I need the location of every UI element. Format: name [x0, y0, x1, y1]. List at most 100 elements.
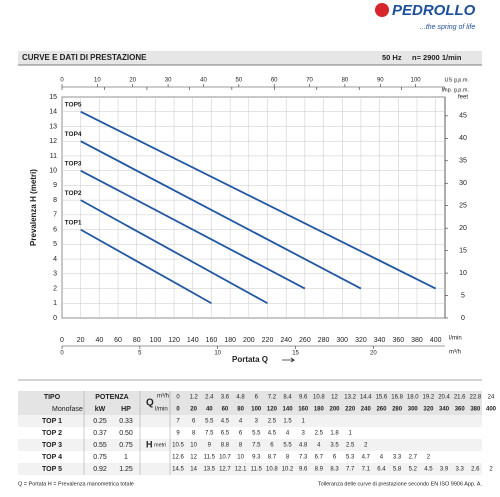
- title-bar: [18, 51, 482, 65]
- q-m3h: 4.8: [236, 395, 245, 401]
- head-value: 6: [192, 419, 196, 425]
- head-value: 3: [302, 431, 306, 437]
- q-m3h: 18.0: [407, 395, 419, 401]
- x3-tick-label: 10: [94, 78, 101, 84]
- curve-label: TOP1: [65, 219, 82, 226]
- head-value: 4: [380, 455, 384, 461]
- row-hp: 0.33: [119, 418, 133, 425]
- x3-tick-label: 70: [306, 78, 313, 84]
- head-value: 7: [176, 419, 180, 425]
- head-value: 4.7: [362, 455, 371, 461]
- x-unit: l/min: [449, 336, 462, 342]
- head-value: 6.4: [377, 467, 386, 473]
- head-value: 5.5: [283, 443, 292, 449]
- x-tick-label: 180: [224, 337, 236, 344]
- x-tick-label: 380: [411, 337, 423, 344]
- q-lmin: 100: [251, 407, 262, 413]
- x-tick-label: 400: [430, 337, 442, 344]
- q-m3h: 0: [176, 395, 180, 401]
- head-value: 4: [286, 431, 290, 437]
- footer-left: Q = Portata H = Prevalenza manometrica t…: [18, 481, 134, 487]
- q-lmin: 240: [361, 407, 372, 413]
- y2-tick-label: 20: [459, 225, 467, 232]
- th-potenza: POTENZA: [95, 394, 128, 401]
- x4-unit: Imp. g.p.m.: [441, 87, 469, 93]
- th-q-m3h: m³/h: [157, 394, 169, 400]
- row-hp: 0.50: [119, 430, 133, 437]
- x-tick-label: 40: [95, 337, 103, 344]
- y-tick-label: 12: [49, 138, 57, 145]
- head-value: 5.5: [205, 419, 214, 425]
- x2-tick-label: 20: [370, 351, 377, 357]
- q-m3h: 13.2: [344, 395, 356, 401]
- y-tick-label: 0: [53, 315, 57, 322]
- q-lmin: 380: [470, 407, 481, 413]
- curve-label: TOP3: [65, 160, 82, 167]
- row-name: TOP 3: [42, 442, 62, 449]
- y-tick-label: 11: [50, 153, 57, 160]
- logo-mark: [375, 3, 389, 17]
- th-tipo: TIPO: [44, 394, 61, 401]
- x-tick-label: 140: [187, 337, 199, 344]
- y-axis-title: Prevalenza H (metri): [29, 169, 38, 246]
- head-value: 3.5: [330, 443, 339, 449]
- x-tick-label: 120: [168, 337, 180, 344]
- x-tick-label: 60: [114, 337, 122, 344]
- q-m3h: 9.6: [299, 395, 308, 401]
- x-axis-title: Portata Q: [232, 355, 268, 364]
- q-m3h: 14.4: [360, 395, 372, 401]
- head-value: 12.7: [219, 467, 231, 473]
- head-value: 4.5: [221, 419, 230, 425]
- head-value: 7.5: [252, 443, 261, 449]
- q-m3h: 7.2: [268, 395, 277, 401]
- q-m3h: 19.2: [423, 395, 435, 401]
- th-hp: HP: [121, 406, 131, 413]
- th-q-lmin: l/min: [155, 407, 168, 413]
- head-value: 5.2: [409, 467, 418, 473]
- y-tick-label: 6: [53, 226, 57, 233]
- head-value: 8.3: [330, 467, 339, 473]
- head-value: 2: [489, 467, 493, 473]
- head-value: 7.7: [346, 467, 355, 473]
- head-value: 8.8: [221, 443, 230, 449]
- q-lmin: 160: [298, 407, 309, 413]
- head-value: 2.5: [315, 431, 324, 437]
- head-value: 10.5: [172, 443, 184, 449]
- q-lmin: 20: [190, 407, 197, 413]
- head-value: 12.6: [172, 455, 184, 461]
- head-value: 7.5: [205, 431, 214, 437]
- x-tick-label: 360: [392, 337, 404, 344]
- row-kw: 0.55: [93, 442, 107, 449]
- q-lmin: 200: [329, 407, 340, 413]
- footer-right: Tolleranza delle curve di prestazione se…: [318, 481, 483, 487]
- y2-tick-label: 35: [459, 158, 467, 165]
- speed: n= 2900 1/min: [412, 53, 462, 62]
- head-value: 2.5: [346, 443, 355, 449]
- head-value: 11.5: [204, 455, 216, 461]
- th-h-unit: metri: [154, 442, 166, 448]
- head-value: 14.5: [172, 467, 184, 473]
- row-name: TOP 5: [42, 466, 62, 473]
- q-lmin: 280: [392, 407, 403, 413]
- brand: PEDROLLO: [392, 2, 476, 19]
- head-value: 7.1: [362, 467, 371, 473]
- head-value: 9: [176, 431, 180, 437]
- x2-tick-label: 0: [60, 351, 64, 357]
- head-value: 8: [286, 455, 290, 461]
- row-name: TOP 2: [42, 430, 62, 437]
- x-tick-label: 80: [133, 337, 141, 344]
- y-tick-label: 13: [49, 123, 57, 130]
- head-value: 13.5: [203, 467, 215, 473]
- th-h: H: [146, 439, 153, 449]
- head-value: 5.5: [252, 431, 261, 437]
- head-value: 5.3: [346, 455, 355, 461]
- th-kw: kW: [95, 406, 106, 413]
- q-m3h: 20.4: [438, 395, 450, 401]
- head-value: 10.8: [266, 467, 278, 473]
- head-value: 8.9: [315, 467, 324, 473]
- tagline: ...the spring of life: [420, 24, 475, 31]
- q-m3h: 15.6: [376, 395, 388, 401]
- y2-tick-label: 10: [459, 270, 467, 277]
- x3-tick-label: 80: [342, 78, 349, 84]
